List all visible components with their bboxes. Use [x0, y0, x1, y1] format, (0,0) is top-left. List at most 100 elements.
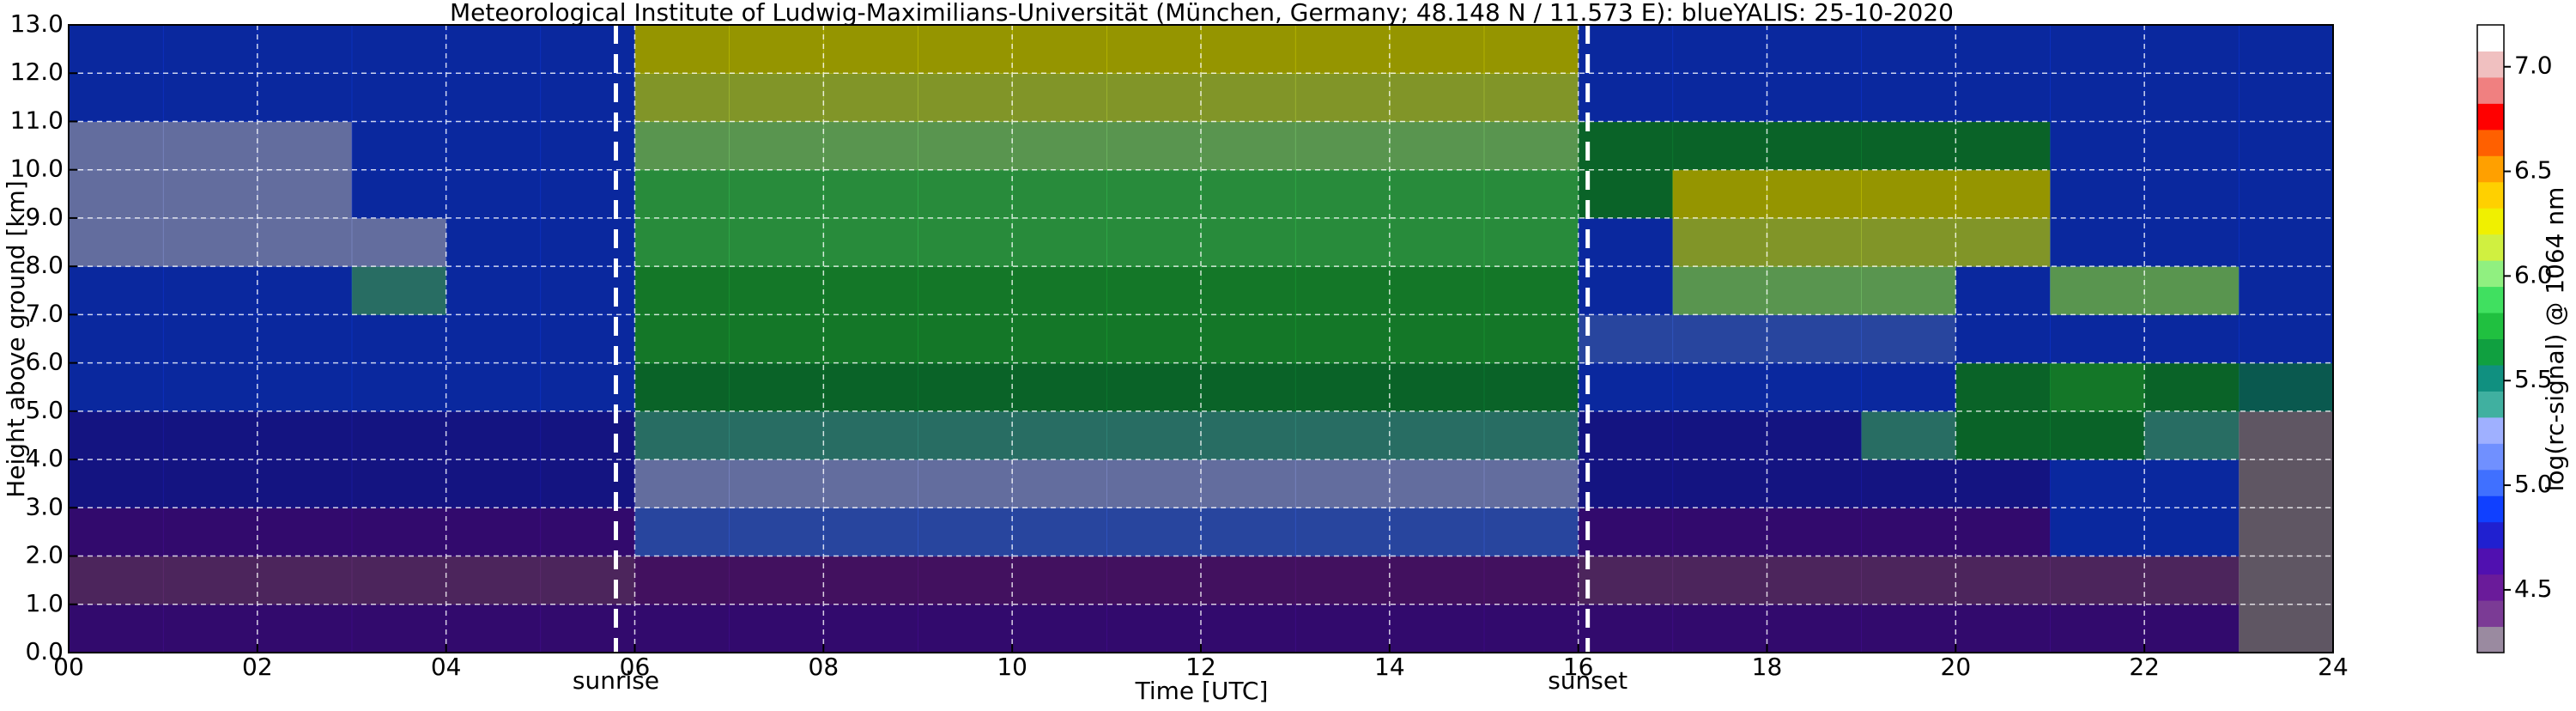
heatmap-cell: [351, 362, 447, 412]
colorbar-swatch: [2477, 51, 2504, 78]
heatmap-cell: [2144, 266, 2240, 315]
heatmap-cell: [729, 121, 824, 171]
heatmap-cell: [918, 556, 1013, 605]
colorbar-swatch: [2477, 364, 2504, 392]
heatmap-cell: [823, 507, 918, 557]
heatmap-cell: [69, 266, 164, 315]
heatmap-cell: [1201, 121, 1296, 171]
heatmap-cell: [918, 217, 1013, 267]
heatmap-cell: [1672, 217, 1767, 267]
heatmap-cell: [1012, 266, 1107, 315]
heatmap-cell: [1012, 362, 1107, 412]
x-tick-label: 10: [997, 653, 1027, 681]
heatmap-cell: [2239, 169, 2334, 219]
heatmap-cell: [1861, 362, 1956, 412]
heatmap-cell: [1578, 217, 1674, 267]
heatmap-cell: [162, 410, 258, 460]
heatmap-cell: [1672, 25, 1767, 74]
heatmap-cell: [823, 169, 918, 219]
heatmap-cell: [729, 314, 824, 364]
heatmap-cell: [2050, 604, 2145, 653]
heatmap-cell: [1578, 604, 1674, 653]
heatmap-cell: [729, 217, 824, 267]
heatmap-cell: [1767, 266, 1862, 315]
x-tick-label: 08: [809, 653, 839, 681]
heatmap-cell: [1861, 507, 1956, 557]
heatmap-cell: [1389, 362, 1485, 412]
heatmap-cell: [1483, 169, 1579, 219]
y-axis-label: Height above ground [km]: [2, 180, 30, 498]
heatmap-cell: [1861, 25, 1956, 74]
heatmap-cell: [1201, 459, 1296, 508]
heatmap-cell: [1201, 266, 1296, 315]
heatmap-cell: [445, 266, 542, 315]
heatmap-cell: [351, 73, 447, 122]
heatmap-cell: [2239, 362, 2334, 412]
colorbar-swatch: [2477, 391, 2504, 418]
heatmap-cell: [1955, 459, 2051, 508]
heatmap-cell: [162, 556, 258, 605]
colorbar-swatch: [2477, 260, 2504, 288]
heatmap-cell: [257, 507, 353, 557]
heatmap-cell: [1672, 314, 1767, 364]
heatmap-cell: [162, 217, 258, 267]
colorbar-swatch: [2477, 574, 2504, 601]
colorbar-swatch: [2477, 129, 2504, 156]
heatmap-cell: [257, 266, 353, 315]
y-tick-label: 13.0: [10, 9, 64, 38]
heatmap-cell: [729, 266, 824, 315]
colorbar-swatch: [2477, 313, 2504, 339]
heatmap-cell: [2050, 459, 2145, 508]
heatmap-cell: [823, 459, 918, 508]
heatmap-cell: [540, 217, 635, 267]
heatmap-cell: [162, 314, 258, 364]
heatmap-cell: [2239, 266, 2334, 315]
heatmap-cell: [634, 556, 730, 605]
heatmap-cell: [1483, 410, 1579, 460]
heatmap-cell: [351, 25, 447, 74]
heatmap-cell: [540, 556, 635, 605]
heatmap-cell: [729, 556, 824, 605]
heatmap-cell: [1767, 217, 1862, 267]
heatmap-cell: [1672, 362, 1767, 412]
heatmap-cell: [1294, 121, 1391, 171]
heatmap-cell: [540, 121, 635, 171]
heatmap-cell: [1955, 25, 2051, 74]
heatmap-cell: [1578, 410, 1674, 460]
heatmap-cell: [823, 556, 918, 605]
heatmap-cell: [2144, 459, 2240, 508]
heatmap-cell: [1389, 25, 1485, 74]
heatmap-cell: [1672, 169, 1767, 219]
heatmap-cell: [162, 362, 258, 412]
heatmap-cell: [162, 604, 258, 653]
heatmap-cell: [540, 362, 635, 412]
heatmap-cell: [1201, 73, 1296, 122]
heatmap-cell: [1955, 507, 2051, 557]
heatmap-cell: [1861, 73, 1956, 122]
heatmap-cell: [2239, 25, 2334, 74]
heatmap-cell: [634, 459, 730, 508]
heatmap-cell: [540, 507, 635, 557]
plot-frame: [68, 24, 2334, 653]
heatmap-cell: [351, 507, 447, 557]
heatmap-cell: [540, 25, 635, 74]
colorbar-swatch: [2477, 103, 2504, 131]
heatmap-cell: [1294, 362, 1391, 412]
heatmap-cell: [351, 169, 447, 219]
heatmap-cell: [1955, 73, 2051, 122]
heatmap-cell: [1106, 25, 1202, 74]
heatmap-cell: [1483, 25, 1579, 74]
heatmap-cell: [2239, 507, 2334, 557]
heatmap-cell: [257, 314, 353, 364]
heatmap-cell: [1955, 362, 2051, 412]
heatmap-cell: [2144, 507, 2240, 557]
x-axis-label: Time [UTC]: [1135, 677, 1269, 705]
heatmap-cell: [2239, 217, 2334, 267]
heatmap-cell: [2144, 362, 2240, 412]
heatmap-cell: [1578, 73, 1674, 122]
heatmap-cell: [540, 410, 635, 460]
x-tick-label: 24: [2318, 653, 2349, 681]
x-tick-label: 06: [620, 653, 651, 681]
heatmap-cell: [1672, 410, 1767, 460]
heatmap-cell: [1389, 314, 1485, 364]
